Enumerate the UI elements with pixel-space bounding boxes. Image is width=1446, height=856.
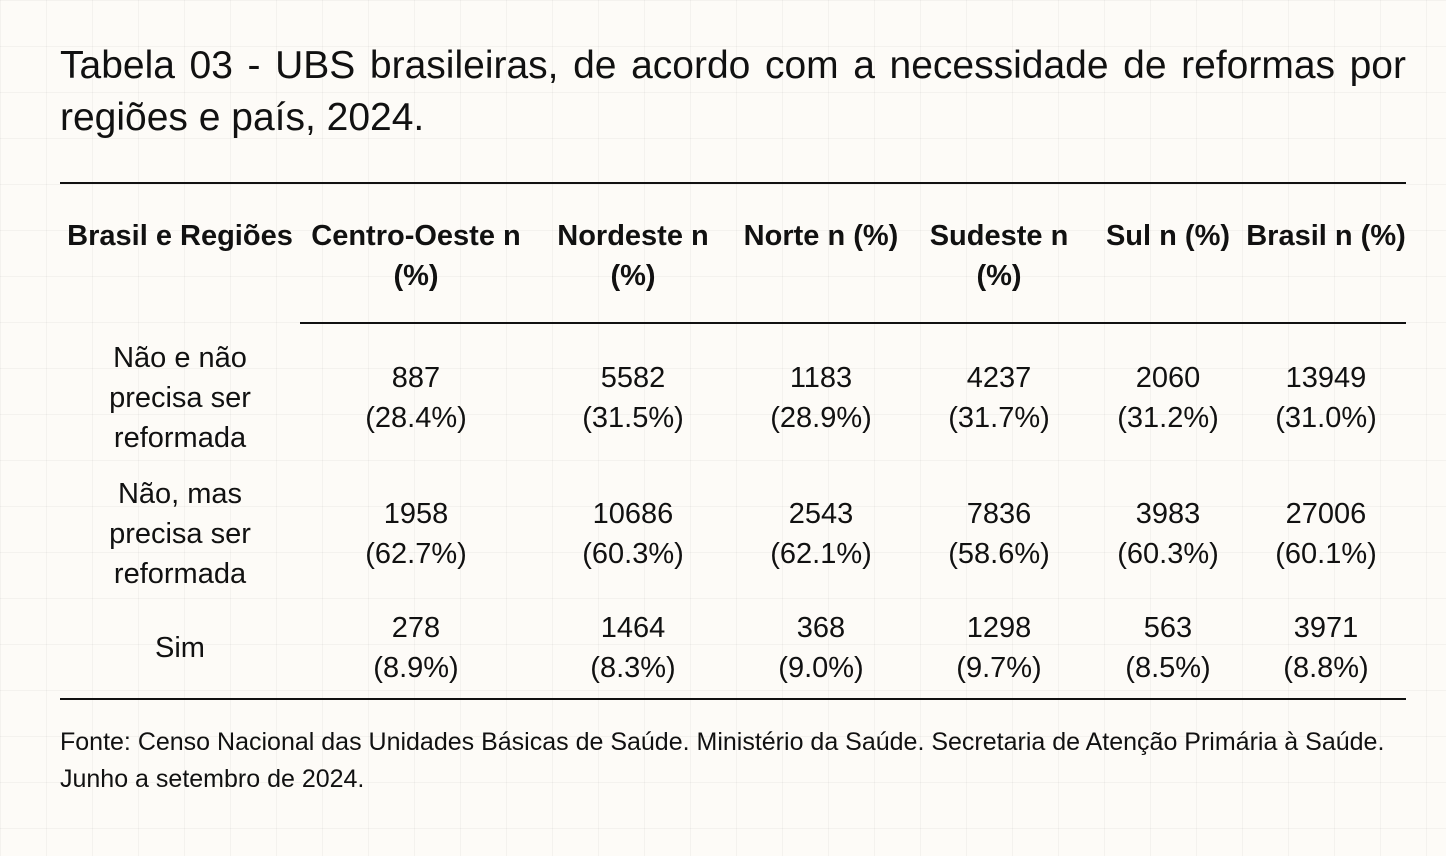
column-header-unit: n (%) xyxy=(610,220,709,292)
table-cell: 2543 (62.1%) xyxy=(734,466,908,602)
table-cell: 13949 (31.0%) xyxy=(1246,323,1406,466)
cell-count: 27006 xyxy=(1285,498,1367,530)
cell-percent: (60.3%) xyxy=(582,538,684,570)
cell-count: 278 xyxy=(391,612,441,644)
cell-percent: (60.3%) xyxy=(1117,538,1219,570)
table-cell: 3971 (8.8%) xyxy=(1246,602,1406,698)
table-cell: 4237 (31.7%) xyxy=(908,323,1090,466)
row-label-line: Sim xyxy=(155,632,205,664)
table-row: Não e não precisa ser reformada 887 (28.4… xyxy=(60,323,1406,466)
cell-count: 1958 xyxy=(383,498,449,530)
cell-count: 4237 xyxy=(966,362,1032,394)
row-label-line: Não e não xyxy=(113,341,247,374)
cell-percent: (9.0%) xyxy=(778,652,864,684)
row-label-header-line: Regiões xyxy=(180,220,293,252)
cell-count: 13949 xyxy=(1285,362,1367,394)
column-header-brasil: Brasil n (%) xyxy=(1246,216,1406,324)
column-header-norte: Norte n (%) xyxy=(734,216,908,324)
table-cell: 1183 (28.9%) xyxy=(734,323,908,466)
column-header-nordeste: Nordeste n (%) xyxy=(532,216,734,324)
table-title: Tabela 03 - UBS brasileiras, de acordo c… xyxy=(60,44,1406,139)
column-header-unit: n (%) xyxy=(1159,220,1231,252)
cell-percent: (8.3%) xyxy=(590,652,676,684)
header-row: Brasil e Regiões Centro-Oeste n (%) Nord… xyxy=(60,216,1406,324)
cell-percent: (60.1%) xyxy=(1275,538,1377,570)
cell-count: 3983 xyxy=(1135,498,1201,530)
table-cell: 368 (9.0%) xyxy=(734,602,908,698)
row-label-line: Não, mas xyxy=(117,478,243,510)
cell-count: 10686 xyxy=(592,498,674,530)
table-cell: 887 (28.4%) xyxy=(300,323,532,466)
table-cell: 1958 (62.7%) xyxy=(300,466,532,602)
table-page: Tabela 03 - UBS brasileiras, de acordo c… xyxy=(60,40,1406,823)
table-cell: 563 (8.5%) xyxy=(1090,602,1246,698)
cell-percent: (31.2%) xyxy=(1117,402,1219,434)
table-row: Não, mas precisa ser reformada 1958 (62.7… xyxy=(60,466,1406,602)
cell-percent: (31.0%) xyxy=(1275,402,1377,434)
table-cell: 10686 (60.3%) xyxy=(532,466,734,602)
row-label: Sim xyxy=(60,602,300,698)
column-header-name: Sudeste xyxy=(929,220,1043,252)
row-label: Não, mas precisa ser reformada xyxy=(60,466,300,602)
row-label-line: precisa ser xyxy=(109,381,251,414)
row-label-line: reformada xyxy=(113,421,247,454)
table-cell: 1298 (9.7%) xyxy=(908,602,1090,698)
column-header-name: Brasil xyxy=(1246,220,1327,252)
top-rule xyxy=(60,182,1406,184)
table-row: Sim 278 (8.9%) 1464 (8.3%) 368 (9.0%) 1298 (… xyxy=(60,602,1406,698)
table-cell: 278 (8.9%) xyxy=(300,602,532,698)
cell-percent: (28.9%) xyxy=(770,402,872,434)
cell-count: 7836 xyxy=(966,498,1032,530)
cell-count: 2543 xyxy=(788,498,854,530)
table-cell: 27006 (60.1%) xyxy=(1246,466,1406,602)
row-label-line: precisa ser xyxy=(109,518,251,550)
cell-percent: (31.5%) xyxy=(582,402,684,434)
cell-percent: (28.4%) xyxy=(365,402,467,434)
table-cell: 7836 (58.6%) xyxy=(908,466,1090,602)
cell-percent: (62.1%) xyxy=(770,538,872,570)
column-header-unit: n (%) xyxy=(393,220,521,292)
table-cell: 1464 (8.3%) xyxy=(532,602,734,698)
cell-percent: (58.6%) xyxy=(948,538,1050,570)
table-cell: 2060 (31.2%) xyxy=(1090,323,1246,466)
table-cell: 5582 (31.5%) xyxy=(532,323,734,466)
cell-count: 368 xyxy=(796,612,846,644)
row-label-line: reformada xyxy=(113,558,247,590)
source-note: Fonte: Censo Nacional das Unidades Básic… xyxy=(60,728,1385,793)
cell-count: 3971 xyxy=(1293,612,1359,644)
cell-percent: (8.9%) xyxy=(373,652,459,684)
column-header-unit: n (%) xyxy=(827,220,899,252)
row-label-header: Brasil e Regiões xyxy=(60,216,300,323)
cell-percent: (9.7%) xyxy=(956,652,1042,684)
column-header-name: Centro-Oeste xyxy=(311,220,495,252)
column-header-centro-oeste: Centro-Oeste n (%) xyxy=(300,216,532,324)
column-header-sul: Sul n (%) xyxy=(1090,216,1246,324)
cell-count: 1464 xyxy=(600,612,666,644)
column-header-name: Sul xyxy=(1105,220,1152,252)
cell-count: 1183 xyxy=(789,362,853,394)
cell-count: 5582 xyxy=(600,362,666,394)
row-label: Não e não precisa ser reformada xyxy=(60,323,300,466)
cell-percent: (31.7%) xyxy=(948,402,1050,434)
cell-count: 563 xyxy=(1143,612,1193,644)
column-header-name: Norte xyxy=(743,220,820,252)
column-header-unit: n (%) xyxy=(976,220,1069,292)
cell-percent: (8.5%) xyxy=(1125,652,1211,684)
column-header-name: Nordeste xyxy=(557,220,683,252)
cell-percent: (62.7%) xyxy=(365,538,467,570)
row-label-header-line: Brasil e xyxy=(67,220,172,252)
cell-count: 2060 xyxy=(1135,362,1201,394)
column-header-unit: n (%) xyxy=(1334,220,1406,252)
cell-count: 1298 xyxy=(966,612,1032,644)
cell-count: 887 xyxy=(391,362,441,394)
column-header-sudeste: Sudeste n (%) xyxy=(908,216,1090,324)
data-table: Brasil e Regiões Centro-Oeste n (%) Nord… xyxy=(60,216,1406,698)
table-cell: 3983 (60.3%) xyxy=(1090,466,1246,602)
bottom-rule xyxy=(60,698,1406,700)
cell-percent: (8.8%) xyxy=(1283,652,1369,684)
